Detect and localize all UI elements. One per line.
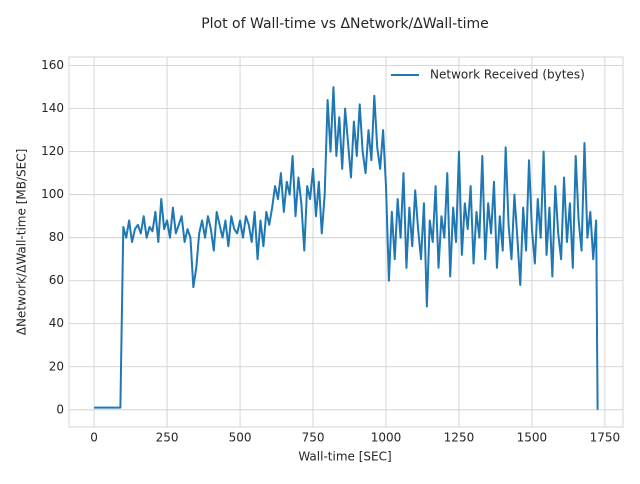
x-tick-label: 1500 [517, 431, 548, 445]
y-tick-label: 40 [49, 316, 64, 330]
y-axis-label: ΔNetwork/ΔWall-time [MB/SEC] [15, 149, 29, 336]
x-tick-label: 1250 [444, 431, 475, 445]
x-tick-label: 500 [229, 431, 252, 445]
x-tick-label: 0 [90, 431, 98, 445]
chart-title: Plot of Wall-time vs ΔNetwork/ΔWall-time [201, 16, 489, 32]
y-tick-label: 100 [41, 187, 64, 201]
y-tick-label: 60 [49, 273, 64, 287]
x-tick-label: 1000 [371, 431, 402, 445]
y-tick-label: 0 [56, 402, 64, 416]
x-tick-label: 1750 [590, 431, 621, 445]
y-tick-label: 20 [49, 359, 64, 373]
y-tick-label: 120 [41, 144, 64, 158]
plot-frame [68, 56, 624, 428]
x-tick-label: 750 [302, 431, 325, 445]
legend-label: Network Received (bytes) [430, 68, 585, 82]
y-tick-label: 140 [41, 101, 64, 115]
x-axis-label: Wall-time [SEC] [298, 450, 391, 464]
data-line [94, 86, 599, 410]
y-tick-label: 80 [49, 230, 64, 244]
x-tick-label: 250 [156, 431, 179, 445]
y-tick-label: 160 [41, 58, 64, 72]
